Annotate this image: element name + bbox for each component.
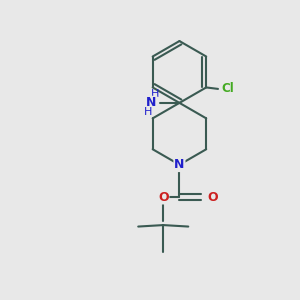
Text: O: O	[207, 190, 218, 204]
Text: Cl: Cl	[221, 82, 234, 95]
Text: O: O	[158, 190, 169, 204]
Text: N: N	[174, 158, 184, 171]
Text: N: N	[146, 96, 157, 110]
Text: H: H	[143, 107, 152, 117]
Text: H: H	[151, 89, 160, 99]
